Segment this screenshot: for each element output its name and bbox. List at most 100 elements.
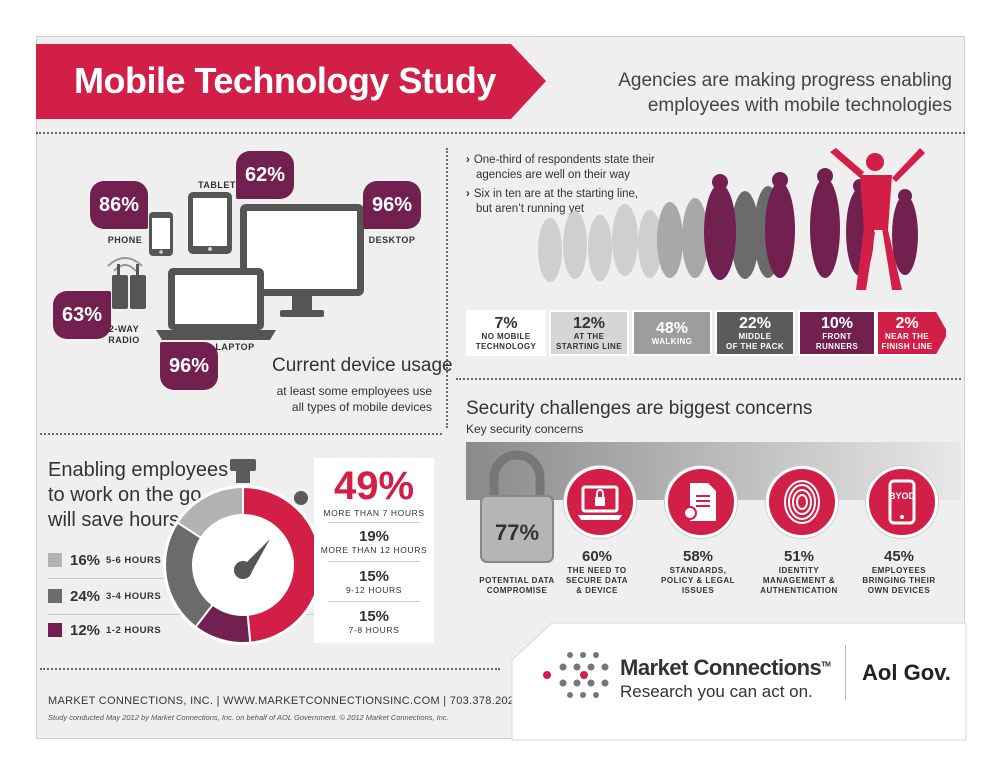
padlock-icon <box>480 450 554 563</box>
radio-label-line-1: 2-WAY <box>108 324 140 334</box>
stat-pct-1: 49% <box>333 464 415 508</box>
partner-logo: Aol Gov. <box>862 660 951 686</box>
subtitle-line-1: Agencies are making progress enabling <box>618 70 952 91</box>
legend-pct: 12% <box>70 621 101 639</box>
partner-aol: Aol <box>862 660 898 685</box>
divider-left-middle <box>40 433 442 435</box>
radio-pct-badge: 63% <box>53 291 111 339</box>
stat-label-3: 9-12 HOURS <box>345 585 403 595</box>
bullet-six-in-ten-line-1: Six in ten are at the starting line, <box>473 188 639 200</box>
phone-pct-badge: 86% <box>90 181 148 229</box>
concern-pct: 58% <box>682 548 714 565</box>
security-title: Security challenges are biggest concerns <box>466 398 813 419</box>
title-banner <box>36 44 546 119</box>
stage-label: WALKING <box>651 336 693 346</box>
stage-label: TECHNOLOGY <box>475 341 537 351</box>
legend-pct: 16% <box>70 551 101 569</box>
stat-pct-2: 19% <box>358 528 390 545</box>
legend-label: 1-2 HOURS <box>106 624 162 636</box>
phone-label: PHONE <box>107 235 143 245</box>
subtitle-line-2: employees with mobile technologies <box>647 95 952 116</box>
concern-pct: 51% <box>783 548 815 565</box>
concern-circle-identity <box>766 466 838 538</box>
market-connections-logo-icon <box>543 652 609 698</box>
stage-pct: 48% <box>655 319 689 337</box>
stage-2: 12% AT THE STARTING LINE <box>549 310 629 356</box>
concern-circle-secure-data <box>564 466 636 538</box>
stopwatch-stem <box>236 469 250 483</box>
brand-name: Market ConnectionsTM <box>620 655 831 681</box>
page-title: Mobile Technology Study <box>74 60 496 101</box>
stage-label: RUNNERS <box>815 341 859 351</box>
stat-label-2: MORE THAN 12 HOURS <box>320 545 428 555</box>
stage-label: NO MOBILE <box>481 332 531 341</box>
device-usage-title: Current device usage <box>272 355 453 376</box>
legend-swatch <box>48 589 62 603</box>
tablet-icon <box>188 192 232 254</box>
stat-separator <box>328 522 420 523</box>
byod-text: BYOD <box>888 491 915 501</box>
stat-separator <box>328 561 420 562</box>
brand-tagline: Research you can act on. <box>620 682 813 701</box>
legend-row: 12% 1-2 HOURS <box>48 618 308 642</box>
radio-label-line-2: RADIO <box>108 335 140 345</box>
stat-row-2: 19% MORE THAN 12 HOURS <box>314 528 434 555</box>
bullet-one-third-line-2: agencies are well on their way <box>476 169 631 181</box>
legend-swatch <box>48 623 62 637</box>
bullet-six-in-ten: › Six in ten are at the starting line, bu… <box>466 188 639 215</box>
legend-label: 5-6 HOURS <box>106 554 162 566</box>
runners-illustration <box>538 148 925 290</box>
stage-pct: 2% <box>895 315 919 332</box>
concern-label: STANDARDS, POLICY & LEGAL ISSUES <box>661 566 735 595</box>
stat-separator <box>328 601 420 602</box>
stage-label: FINISH LINE <box>881 341 933 351</box>
desktop-pct-badge: 96% <box>363 181 421 229</box>
stat-row-3: 15% 9-12 HOURS <box>314 568 434 595</box>
laptop-label: LAPTOP <box>215 342 255 352</box>
stage-label: FRONT <box>822 332 852 341</box>
brand-trademark: TM <box>821 661 831 669</box>
hours-stats-box: 49% MORE THAN 7 HOURS 19% MORE THAN 12 H… <box>314 458 434 643</box>
stopwatch-hub <box>234 561 252 579</box>
stage-pct: 22% <box>738 315 772 332</box>
stat-row-4: 15% 7-8 HOURS <box>314 608 434 635</box>
legend-pct: 24% <box>70 587 101 605</box>
hours-title-line-3: will save hours <box>48 509 180 531</box>
hours-title-line-2: to work on the go <box>48 484 202 506</box>
devices-illustration <box>107 192 364 340</box>
stage-label: NEAR THE <box>884 332 930 341</box>
stat-label-1: MORE THAN 7 HOURS <box>323 508 425 518</box>
stopwatch-button <box>294 491 308 505</box>
divider-right-middle <box>456 378 961 380</box>
concern-label: IDENTITY MANAGEMENT & AUTHENTICATION <box>760 566 838 595</box>
phone-icon <box>149 212 173 256</box>
divider-vertical <box>446 148 448 428</box>
lock-label: POTENTIAL DATA COMPROMISE <box>467 576 567 596</box>
lock-label-line-1: POTENTIAL DATA <box>479 576 555 585</box>
brand-divider <box>845 645 846 700</box>
tablet-label: TABLET <box>198 180 236 190</box>
concern-circle-standards <box>665 466 737 538</box>
tablet-pct-badge: 62% <box>236 151 294 199</box>
radio-label: 2-WAY RADIO <box>100 324 148 346</box>
concern-label: THE NEED TO SECURE DATA & DEVICE <box>565 566 629 595</box>
stat-row-1: 49% MORE THAN 7 HOURS <box>314 464 434 518</box>
stat-pct-3: 15% <box>358 568 390 585</box>
radio-icon <box>107 257 146 309</box>
stage-3: 48% WALKING <box>632 310 712 356</box>
legend-label: 3-4 HOURS <box>106 590 162 602</box>
subtitle: Agencies are making progress enabling em… <box>552 68 952 118</box>
stopwatch-crown <box>230 459 256 471</box>
concern-circle-byod: BYOD <box>866 466 938 538</box>
stage-pct: 12% <box>572 315 606 332</box>
hours-title-line-1: Enabling employees <box>48 459 229 481</box>
stage-pct: 10% <box>820 315 854 332</box>
device-usage-note: at least some employees use all types of… <box>250 383 432 415</box>
desktop-label: DESKTOP <box>368 235 416 245</box>
stage-6: 2% NEAR THE FINISH LINE <box>876 310 948 356</box>
laptop-pct-badge: 96% <box>160 342 218 390</box>
lock-pct: 77% <box>494 520 540 545</box>
stage-label: MIDDLE <box>738 332 772 341</box>
leader-runner <box>830 148 925 290</box>
laptop-lock-icon <box>578 485 622 520</box>
